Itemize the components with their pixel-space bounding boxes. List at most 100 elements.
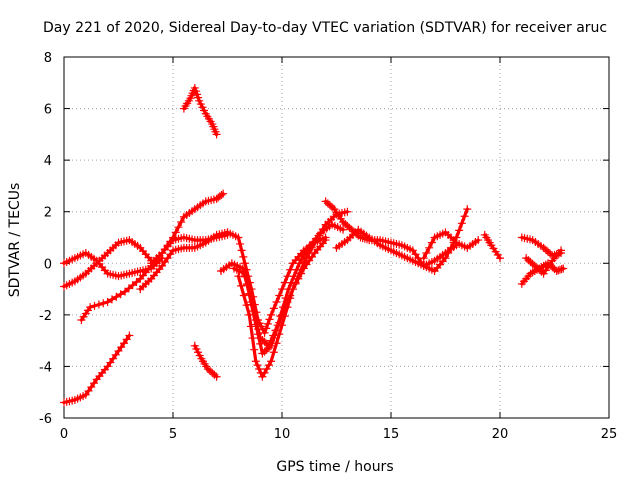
chart-title: Day 221 of 2020, Sidereal Day-to-day VTE…: [43, 20, 607, 36]
axis-ticks: 0 5 10 15 20 25 -6 -4 -2 0 2 4 6 8: [39, 51, 617, 442]
data-point-marker: [294, 274, 303, 283]
data-point-marker: [313, 234, 322, 243]
data-point-marker: [240, 269, 249, 278]
data-point-marker: [212, 130, 221, 139]
series-track-01: [60, 331, 134, 407]
data-point-marker: [171, 228, 180, 237]
data-point-marker: [272, 297, 281, 306]
data-point-marker: [237, 246, 246, 255]
data-point-marker: [278, 321, 286, 330]
x-tick-label: 10: [274, 427, 291, 442]
data-point-marker: [239, 252, 248, 261]
data-point-marker: [247, 300, 256, 309]
y-tick-label: 4: [44, 154, 52, 169]
data-point-marker: [243, 279, 252, 288]
series-track-15: [419, 228, 483, 263]
data-point-marker: [496, 254, 504, 263]
data-point-marker: [94, 300, 103, 309]
data-point-marker: [267, 310, 276, 319]
x-tick-label: 20: [492, 427, 509, 442]
y-tick-label: 0: [44, 257, 52, 272]
data-point-marker: [463, 205, 472, 214]
data-point-marker: [236, 239, 245, 248]
series-track-07: [179, 83, 221, 139]
y-tick-label: -6: [39, 412, 52, 427]
data-point-marker: [260, 328, 269, 337]
data-point-marker: [246, 322, 255, 331]
data-point-marker: [212, 372, 221, 381]
data-point-marker: [262, 324, 271, 333]
data-point-marker: [245, 310, 254, 319]
data-point-marker: [174, 223, 183, 232]
data-point-marker: [427, 238, 436, 247]
data-point-marker: [343, 207, 352, 216]
series-track-19: [522, 246, 566, 278]
series-track-14: [332, 225, 461, 270]
data-point-marker: [272, 339, 281, 348]
x-tick-label: 25: [601, 427, 618, 442]
data-point-marker: [239, 291, 248, 300]
data-point-marker: [125, 331, 134, 340]
data-point-marker: [557, 246, 566, 255]
data-point-marker: [474, 236, 483, 245]
data-point-marker: [263, 319, 272, 328]
data-point-marker: [90, 301, 99, 310]
data-point-marker: [269, 348, 278, 357]
data-point-marker: [250, 345, 259, 354]
x-tick-label: 0: [60, 427, 68, 442]
data-point-marker: [116, 290, 125, 299]
data-point-marker: [422, 248, 431, 257]
data-point-marker: [256, 339, 265, 348]
data-point-marker: [291, 279, 300, 288]
data-point-marker: [240, 259, 249, 268]
data-series: [60, 83, 568, 407]
data-point-marker: [177, 218, 186, 227]
data-point-marker: [552, 267, 561, 276]
data-point-marker: [251, 357, 260, 366]
data-point-marker: [297, 269, 306, 278]
series-line: [62, 333, 131, 405]
data-point-marker: [103, 297, 112, 306]
data-point-marker: [425, 243, 434, 252]
data-point-marker: [318, 225, 327, 234]
data-point-marker: [288, 285, 297, 294]
series-track-16: [480, 230, 504, 263]
data-point-marker: [554, 266, 563, 275]
data-point-marker: [269, 304, 278, 313]
data-point-marker: [267, 357, 276, 366]
data-point-marker: [457, 219, 466, 228]
data-point-marker: [267, 341, 276, 350]
y-tick-label: 8: [44, 51, 52, 66]
data-point-marker: [265, 315, 274, 324]
data-point-marker: [310, 238, 319, 247]
data-point-marker: [307, 243, 316, 252]
data-point-marker: [460, 212, 469, 221]
plot-frame: [63, 56, 610, 419]
data-point-marker: [255, 365, 264, 374]
data-point-marker: [275, 291, 284, 300]
data-point-marker: [555, 265, 564, 274]
data-point-marker: [419, 254, 428, 263]
data-point-marker: [112, 292, 121, 301]
series-track-12: [234, 236, 330, 381]
y-axis-label: SDTVAR / TECUs: [7, 183, 23, 298]
x-tick-label: 5: [169, 427, 177, 442]
data-point-marker: [219, 189, 228, 198]
data-point-marker: [321, 236, 330, 245]
data-point-marker: [251, 320, 260, 329]
data-point-marker: [280, 312, 289, 321]
data-point-marker: [237, 281, 246, 290]
data-point-marker: [557, 265, 566, 274]
data-point-marker: [253, 361, 262, 370]
y-tick-label: -4: [39, 360, 52, 375]
data-point-marker: [245, 290, 254, 299]
data-point-marker: [286, 294, 295, 303]
data-point-marker: [275, 330, 284, 339]
data-point-marker: [107, 295, 116, 304]
data-point-marker: [559, 264, 568, 273]
data-point-marker: [339, 225, 348, 234]
data-point-marker: [234, 233, 243, 242]
series-track-04: [60, 248, 167, 281]
data-point-marker: [248, 334, 257, 343]
